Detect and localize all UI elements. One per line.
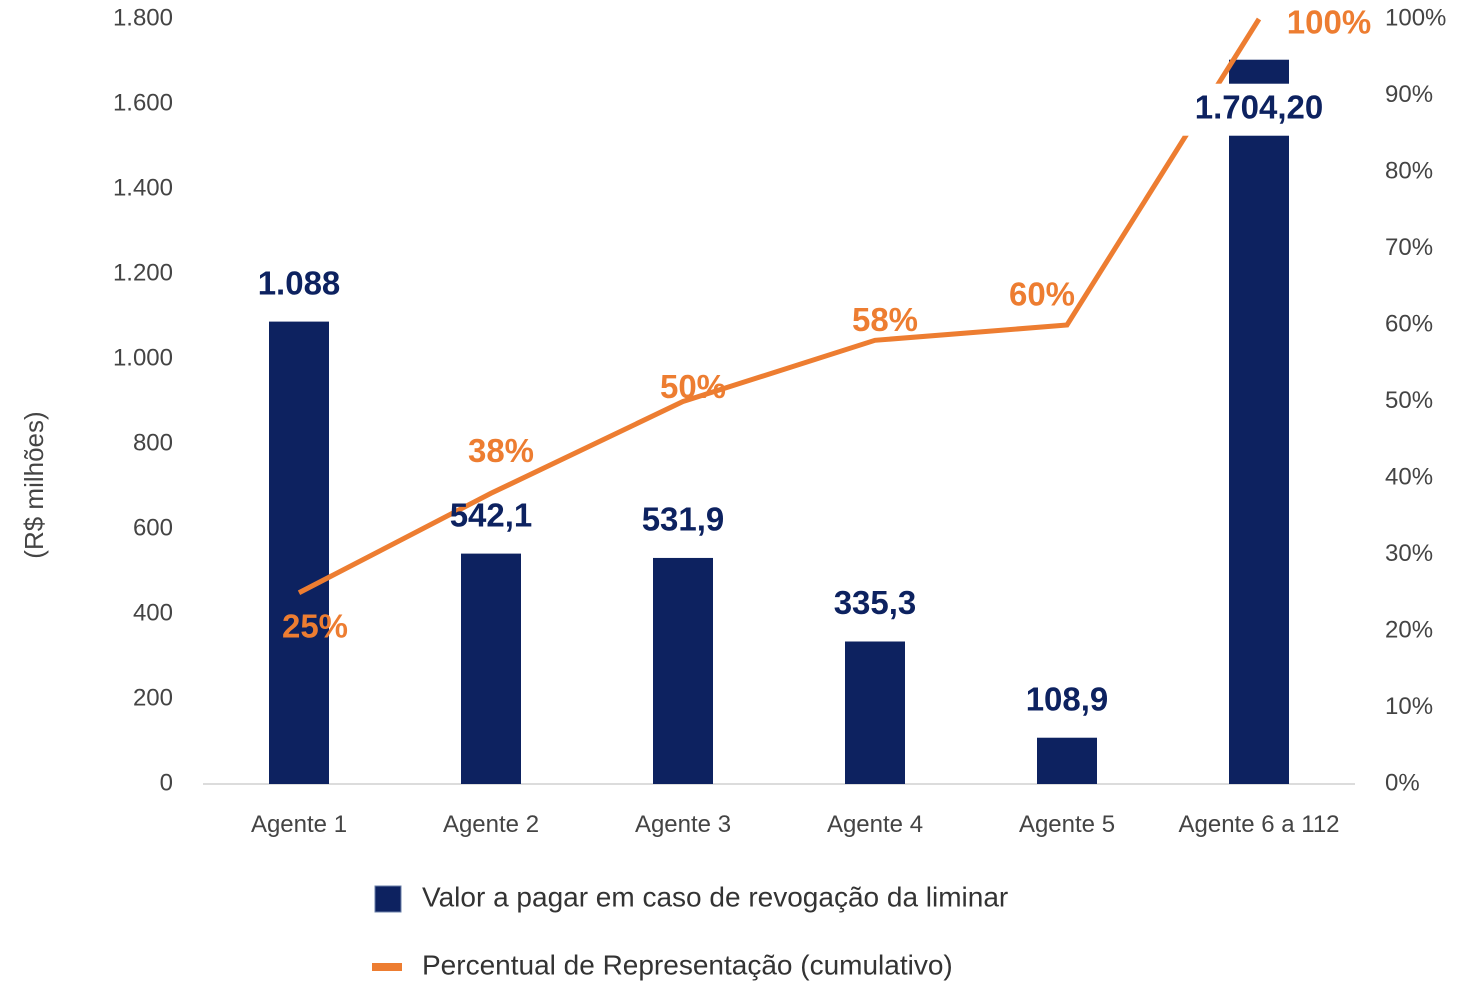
data-label: 335,3 — [834, 584, 917, 621]
y-tick-label: 1.800 — [113, 4, 173, 31]
data-label: 25% — [282, 607, 348, 644]
line — [297, 17, 1262, 595]
y-tick-label: 1.000 — [113, 344, 173, 371]
bar — [653, 557, 713, 784]
bar — [461, 553, 521, 784]
y-tick-label: 400 — [133, 599, 173, 626]
data-label: 38% — [468, 432, 534, 469]
y2-tick-label: 30% — [1385, 540, 1433, 567]
x-tick-label: Agente 1 — [250, 811, 348, 838]
y-tick-label: 800 — [133, 429, 173, 456]
data-label: 50% — [660, 368, 726, 405]
y-tick-label: 1.200 — [113, 259, 173, 286]
bar — [1037, 737, 1097, 784]
y-tick-label: 1.600 — [113, 89, 173, 116]
y2-tick-label: 60% — [1385, 310, 1433, 337]
legend-label: Valor a pagar em caso de revogação da li… — [422, 881, 1008, 912]
legend-swatch — [374, 885, 402, 913]
y-tick-label: 0 — [160, 769, 173, 796]
y-axis-label: (R$ milhões) — [19, 411, 49, 558]
data-label: 100% — [1287, 4, 1371, 41]
y2-tick-label: 50% — [1385, 387, 1433, 414]
x-tick-label: Agente 5 — [1018, 811, 1116, 838]
data-label: 108,9 — [1026, 680, 1109, 717]
x-tick-label: Agente 6 a 112 — [1178, 811, 1340, 838]
y-tick-label: 200 — [133, 684, 173, 711]
x-tick-label: Agente 3 — [634, 811, 732, 838]
data-label: 60% — [1009, 276, 1075, 313]
y2-tick-label: 90% — [1385, 81, 1433, 108]
bar — [845, 641, 905, 784]
y2-tick-label: 0% — [1385, 769, 1420, 796]
bar — [1229, 59, 1289, 784]
bar — [269, 321, 329, 784]
data-label: 1.704,20 — [1195, 88, 1323, 125]
data-label: 531,9 — [642, 501, 725, 538]
legend-label: Percentual de Representação (cumulativo) — [422, 949, 953, 980]
y2-tick-label: 100% — [1385, 4, 1446, 31]
y2-tick-label: 70% — [1385, 234, 1433, 261]
y-tick-label: 1.400 — [113, 174, 173, 201]
y2-tick-label: 40% — [1385, 463, 1433, 490]
label-background — [1183, 83, 1335, 136]
y2-tick-label: 80% — [1385, 157, 1433, 184]
y2-tick-label: 20% — [1385, 616, 1433, 643]
y2-tick-label: 10% — [1385, 693, 1433, 720]
data-label: 58% — [852, 301, 918, 338]
x-tick-label: Agente 2 — [442, 811, 540, 838]
y-tick-label: 600 — [133, 514, 173, 541]
x-tick-label: Agente 4 — [826, 811, 924, 838]
data-label: 542,1 — [450, 496, 533, 533]
data-label: 1.088 — [258, 264, 341, 301]
